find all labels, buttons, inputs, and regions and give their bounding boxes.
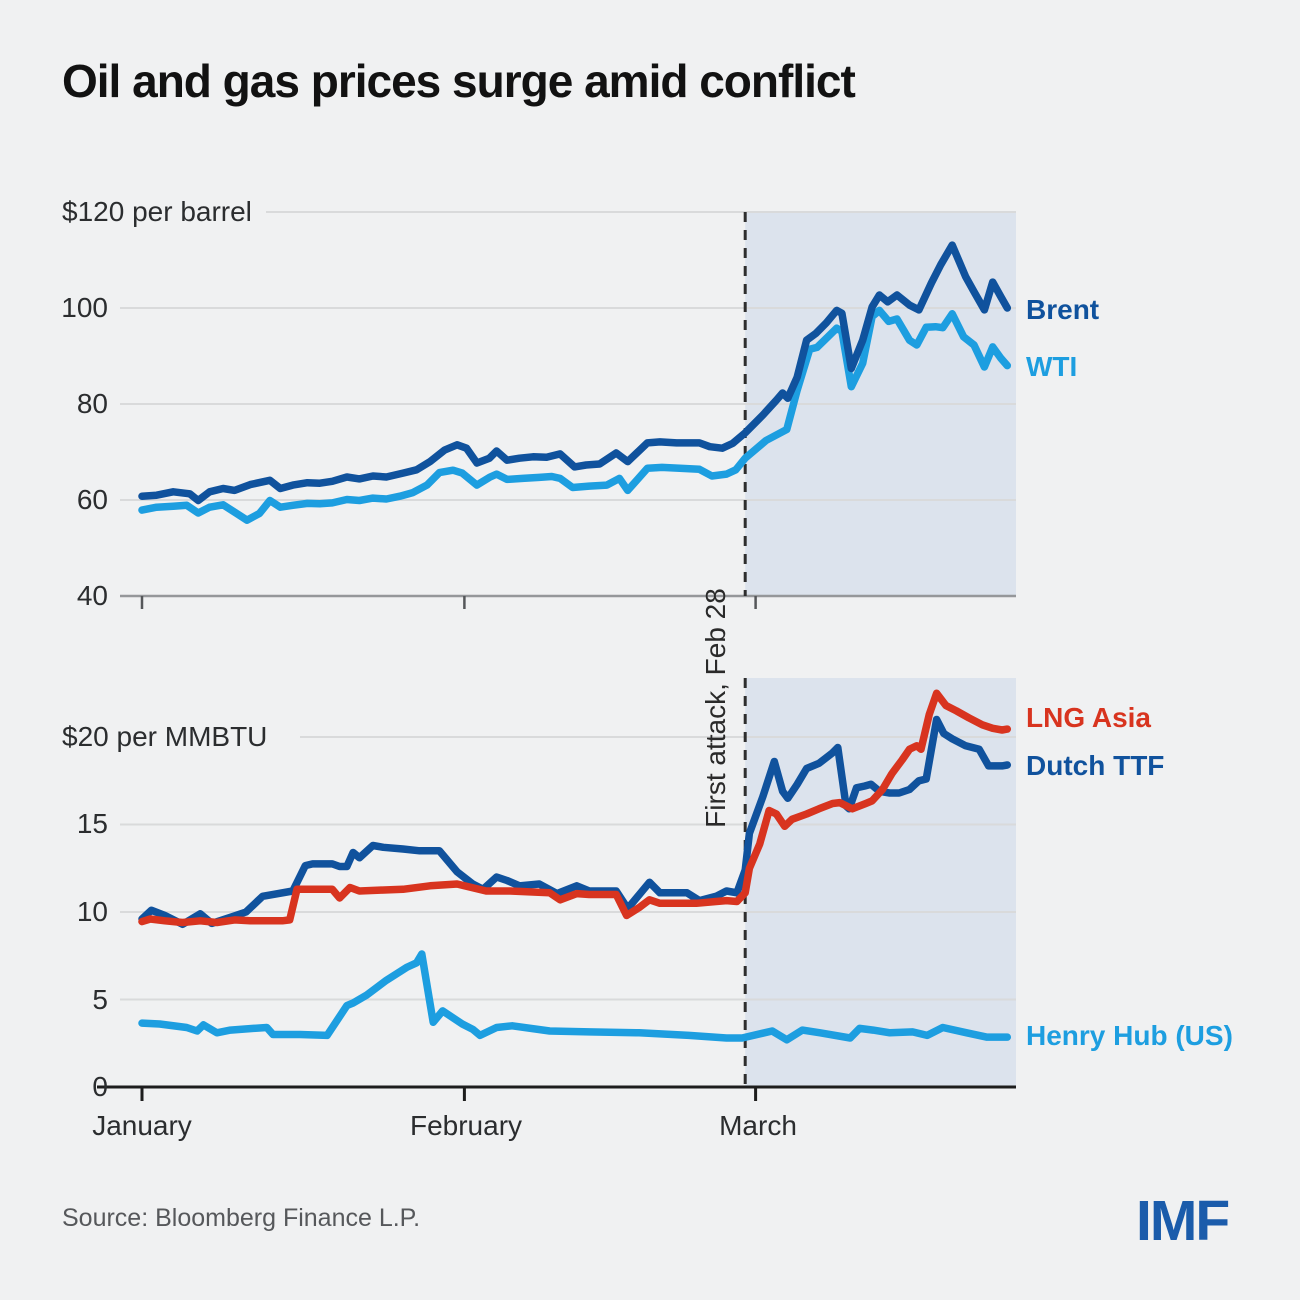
oil-ytick-40: 40 [76,580,108,611]
month-label-january: January [92,1110,192,1141]
page-title: Oil and gas prices surge amid conflict [62,55,856,107]
oil-ytick-100: 100 [61,292,108,323]
series-label-lng-asia: LNG Asia [1026,702,1151,733]
series-label-dutch-ttf: Dutch TTF [1026,750,1165,781]
gas-ytick-10: 10 [76,896,108,927]
oil-ytick-60: 60 [76,484,108,515]
imf-logo: IMF [1136,1189,1230,1253]
series-label-henry-hub: Henry Hub (US) [1026,1020,1233,1051]
oil-ytick-80: 80 [76,388,108,419]
gas-ytick-15: 15 [76,808,108,839]
series-label-brent: Brent [1026,294,1100,325]
gas-ytick-5: 5 [92,984,108,1015]
gas-axis-unit-label: $20 per MMBTU [62,721,268,752]
source-note: Source: Bloomberg Finance L.P. [62,1204,421,1232]
oil-axis-unit-label: $120 per barrel [62,196,252,227]
gas-ytick-0: 0 [92,1071,108,1102]
event-annotation: First attack, Feb 28 [700,588,731,828]
month-label-february: February [409,1110,523,1141]
series-label-wti: WTI [1026,351,1078,382]
month-label-march: March [719,1110,797,1141]
